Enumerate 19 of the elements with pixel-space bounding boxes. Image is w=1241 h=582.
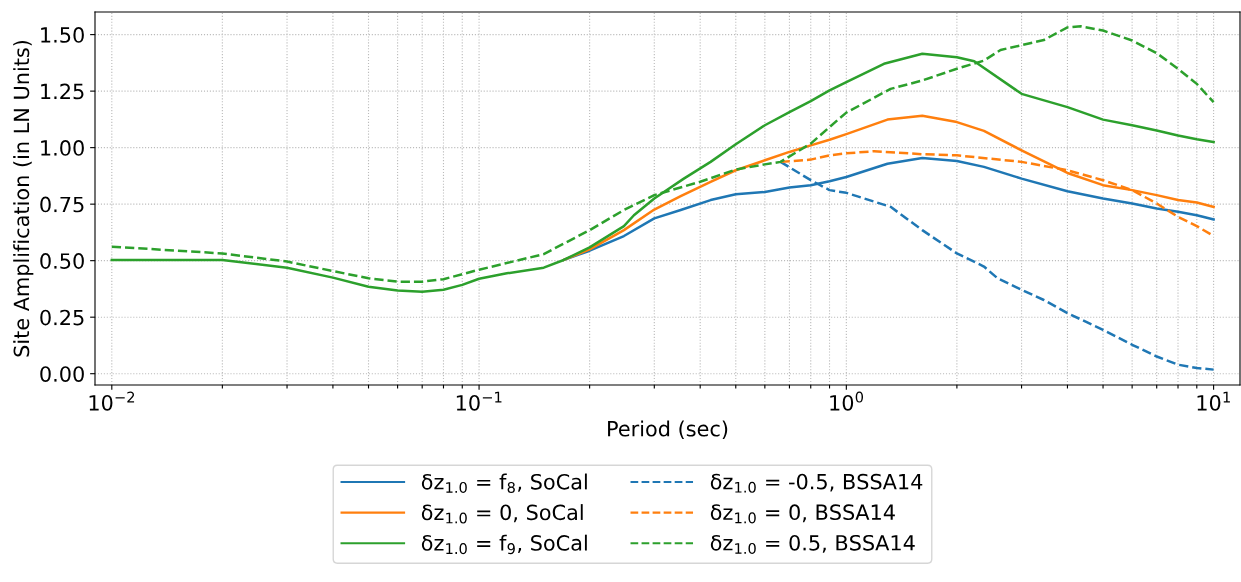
legend-label: δz$_{1.0}$ = 0.5, BSSA14 bbox=[710, 534, 915, 554]
legend-label: δz$_{1.0}$ = 0, SoCal bbox=[421, 504, 583, 524]
y-tick-label: 0.75 bbox=[40, 196, 84, 213]
legend-label: δz$_{1.0}$ = f$_{8}$, SoCal bbox=[421, 473, 587, 493]
y-tick-label: 0.25 bbox=[40, 309, 84, 326]
x-axis-title: Period (sec) bbox=[608, 420, 728, 440]
y-tick-label: 1.25 bbox=[41, 83, 84, 100]
y-tick-label: 1.00 bbox=[41, 140, 84, 156]
x-tick-label: 10$^{−1}$ bbox=[456, 391, 502, 411]
x-tick-label: 10$^{−2}$ bbox=[89, 391, 135, 411]
y-tick-label: 0.00 bbox=[40, 366, 84, 382]
legend-label: δz$_{1.0}$ = 0, BSSA14 bbox=[710, 504, 895, 524]
legend-label: δz$_{1.0}$ = f$_{9}$, SoCal bbox=[421, 534, 587, 555]
x-tick-label: 10$^{1}$ bbox=[1197, 391, 1230, 411]
y-tick-label: 0.50 bbox=[40, 253, 84, 269]
x-tick-label: 10$^{0}$ bbox=[830, 391, 864, 411]
legend-label: δz$_{1.0}$ = -0.5, BSSA14 bbox=[710, 473, 923, 493]
y-tick-label: 1.50 bbox=[41, 27, 84, 43]
y-axis-title: Site Amplification (in LN Units) bbox=[13, 40, 34, 357]
